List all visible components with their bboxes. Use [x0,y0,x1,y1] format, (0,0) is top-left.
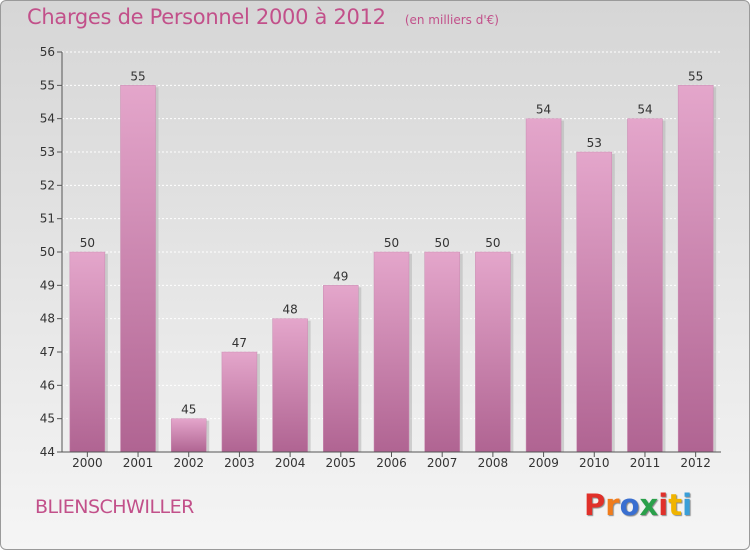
y-tick-label: 55 [40,78,55,92]
logo-letter: r [605,488,620,522]
x-tick-label: 2006 [376,456,407,470]
bar-2007 [424,251,460,453]
y-tick-label: 53 [40,145,55,159]
chart-header: Charges de Personnel 2000 à 2012 (en mil… [27,5,499,29]
data-label-2004: 48 [282,303,297,317]
data-label-2008: 50 [485,236,500,250]
bar-2010 [576,151,613,453]
y-tick-label: 54 [40,112,55,126]
bar-2006 [373,251,410,453]
data-label-2003: 47 [232,336,247,350]
chart-unit: (en milliers d'€) [404,13,499,27]
x-tick-label: 2001 [123,456,154,470]
y-tick-label: 49 [40,278,55,292]
y-tick-label: 50 [40,245,55,259]
x-tick-label: 2009 [528,456,559,470]
x-tick-label: 2011 [630,456,661,470]
data-label-2012: 55 [688,69,703,83]
proxiti-logo: Proxiti [584,488,692,522]
bar-2000 [69,251,106,453]
data-label-2001: 55 [130,69,145,83]
x-tick-label: 2000 [72,456,103,470]
bar-2008 [475,251,511,453]
bar-2009 [525,118,562,453]
logo-letter: i [658,488,669,522]
bar-2001 [120,85,156,453]
y-tick-label: 47 [40,345,55,359]
logo-letter: t [668,488,683,522]
y-tick-label: 56 [40,45,55,59]
bar-2004 [272,318,308,453]
y-tick-label: 48 [40,312,55,326]
y-tick-label: 46 [40,378,55,392]
bar-2002 [170,418,207,453]
x-tick-label: 2003 [224,456,255,470]
y-tick-label: 52 [40,178,55,192]
commune-name: BLIENSCHWILLER [35,496,194,518]
logo-letter: x [639,488,659,522]
logo-letter: P [584,488,606,522]
data-label-2005: 49 [333,269,348,283]
logo-letter: o [619,488,640,522]
bar-2003 [221,351,258,453]
bar-2012 [677,85,714,453]
x-tick-label: 2007 [427,456,458,470]
x-tick-label: 2002 [173,456,204,470]
data-label-2007: 50 [435,236,450,250]
x-tick-label: 2004 [275,456,306,470]
x-tick-label: 2012 [680,456,711,470]
x-tick-label: 2008 [478,456,509,470]
x-tick-label: 2010 [579,456,610,470]
y-tick-label: 45 [40,412,55,426]
data-label-2009: 54 [536,103,551,117]
data-label-2011: 54 [637,103,652,117]
data-label-2002: 45 [181,403,196,417]
data-label-2000: 50 [80,236,95,250]
chart-title: Charges de Personnel 2000 à 2012 [27,5,386,29]
bar-2011 [627,118,663,453]
bar-2005 [323,285,359,453]
data-label-2006: 50 [384,236,399,250]
y-tick-label: 51 [40,212,55,226]
logo-letter: i [682,488,693,522]
y-tick-label: 44 [40,445,55,459]
x-tick-label: 2005 [326,456,357,470]
data-label-2010: 53 [587,136,602,150]
